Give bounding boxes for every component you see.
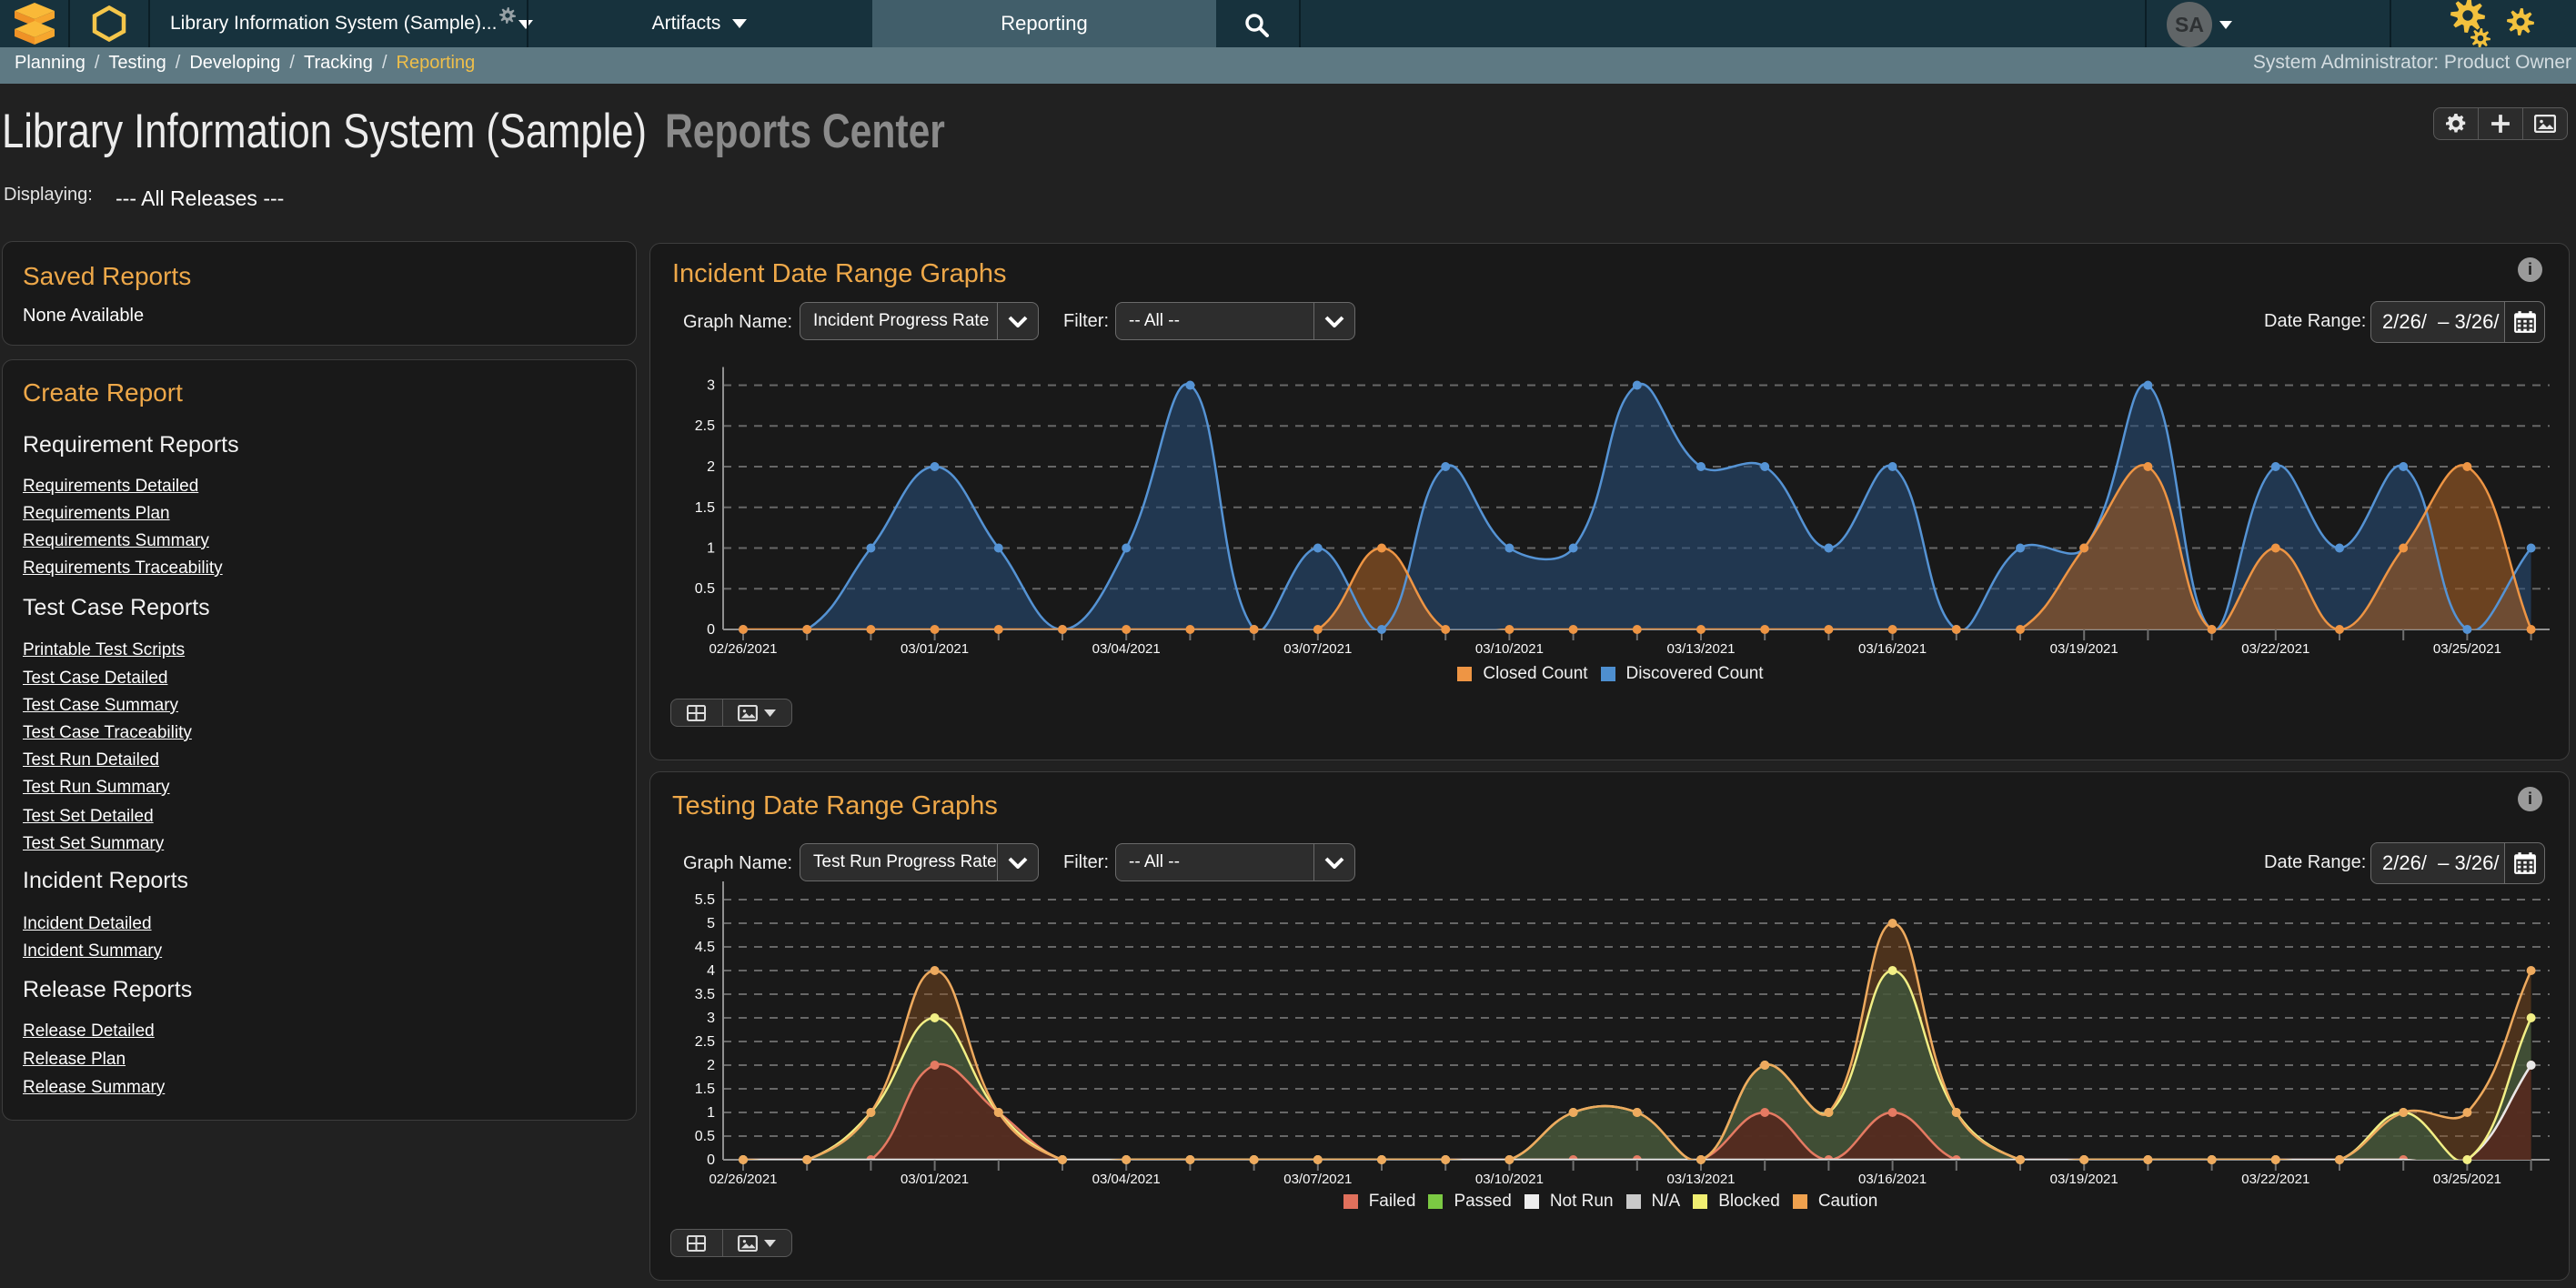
svg-text:2.5: 2.5 <box>695 1034 715 1050</box>
svg-text:4.5: 4.5 <box>695 940 715 955</box>
svg-text:03/22/2021: 03/22/2021 <box>2241 641 2309 657</box>
svg-text:5: 5 <box>707 916 715 931</box>
svg-text:3: 3 <box>707 1011 715 1026</box>
svg-text:03/19/2021: 03/19/2021 <box>2050 641 2118 657</box>
svg-text:03/01/2021: 03/01/2021 <box>901 641 969 657</box>
svg-text:1.5: 1.5 <box>695 500 715 516</box>
svg-text:0: 0 <box>707 1152 715 1168</box>
svg-text:03/16/2021: 03/16/2021 <box>1858 1172 1927 1187</box>
svg-text:2.5: 2.5 <box>695 418 715 434</box>
svg-text:03/13/2021: 03/13/2021 <box>1666 1172 1735 1187</box>
svg-text:4: 4 <box>707 963 715 979</box>
svg-text:1: 1 <box>707 541 715 557</box>
svg-text:03/04/2021: 03/04/2021 <box>1092 1172 1161 1187</box>
svg-text:03/10/2021: 03/10/2021 <box>1475 1172 1544 1187</box>
svg-text:02/26/2021: 02/26/2021 <box>709 1172 777 1187</box>
svg-text:03/10/2021: 03/10/2021 <box>1475 641 1544 657</box>
svg-text:5.5: 5.5 <box>695 892 715 908</box>
svg-text:0.5: 0.5 <box>695 1129 715 1144</box>
svg-text:03/25/2021: 03/25/2021 <box>2433 1172 2501 1187</box>
svg-text:3.5: 3.5 <box>695 987 715 1002</box>
svg-text:03/22/2021: 03/22/2021 <box>2241 1172 2309 1187</box>
svg-text:3: 3 <box>707 378 715 394</box>
svg-text:2: 2 <box>707 1058 715 1073</box>
svg-text:02/26/2021: 02/26/2021 <box>709 641 777 657</box>
svg-text:03/25/2021: 03/25/2021 <box>2433 641 2501 657</box>
svg-text:2: 2 <box>707 459 715 475</box>
svg-text:03/01/2021: 03/01/2021 <box>901 1172 969 1187</box>
svg-text:1.5: 1.5 <box>695 1082 715 1097</box>
svg-text:03/04/2021: 03/04/2021 <box>1092 641 1161 657</box>
svg-text:03/19/2021: 03/19/2021 <box>2050 1172 2118 1187</box>
svg-text:03/16/2021: 03/16/2021 <box>1858 641 1927 657</box>
svg-text:03/07/2021: 03/07/2021 <box>1283 1172 1352 1187</box>
svg-text:0.5: 0.5 <box>695 581 715 597</box>
svg-text:03/13/2021: 03/13/2021 <box>1666 641 1735 657</box>
svg-text:0: 0 <box>707 622 715 638</box>
svg-text:03/07/2021: 03/07/2021 <box>1283 641 1352 657</box>
svg-text:1: 1 <box>707 1105 715 1121</box>
